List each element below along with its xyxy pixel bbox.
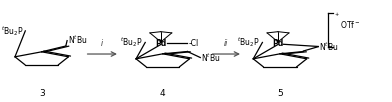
- Text: -Cl: -Cl: [189, 39, 199, 48]
- Text: N$^t$Bu: N$^t$Bu: [319, 41, 339, 53]
- Text: 3: 3: [39, 89, 45, 98]
- Text: OTf$^-$: OTf$^-$: [340, 19, 360, 30]
- Text: $^t$Bu$_2$P: $^t$Bu$_2$P: [120, 35, 142, 49]
- Text: $^+$: $^+$: [333, 13, 339, 19]
- Text: $^t$Bu$_2$P: $^t$Bu$_2$P: [237, 35, 260, 49]
- Text: ii: ii: [224, 39, 228, 48]
- Text: N$^t$Bu: N$^t$Bu: [201, 52, 221, 64]
- Text: Pd: Pd: [155, 39, 167, 48]
- Text: N$^t$Bu: N$^t$Bu: [68, 34, 87, 46]
- Text: 5: 5: [277, 89, 283, 98]
- Text: 4: 4: [160, 89, 165, 98]
- Text: Pd: Pd: [272, 39, 284, 48]
- Text: $^t$Bu$_2$P: $^t$Bu$_2$P: [2, 24, 24, 38]
- Text: i: i: [101, 39, 103, 48]
